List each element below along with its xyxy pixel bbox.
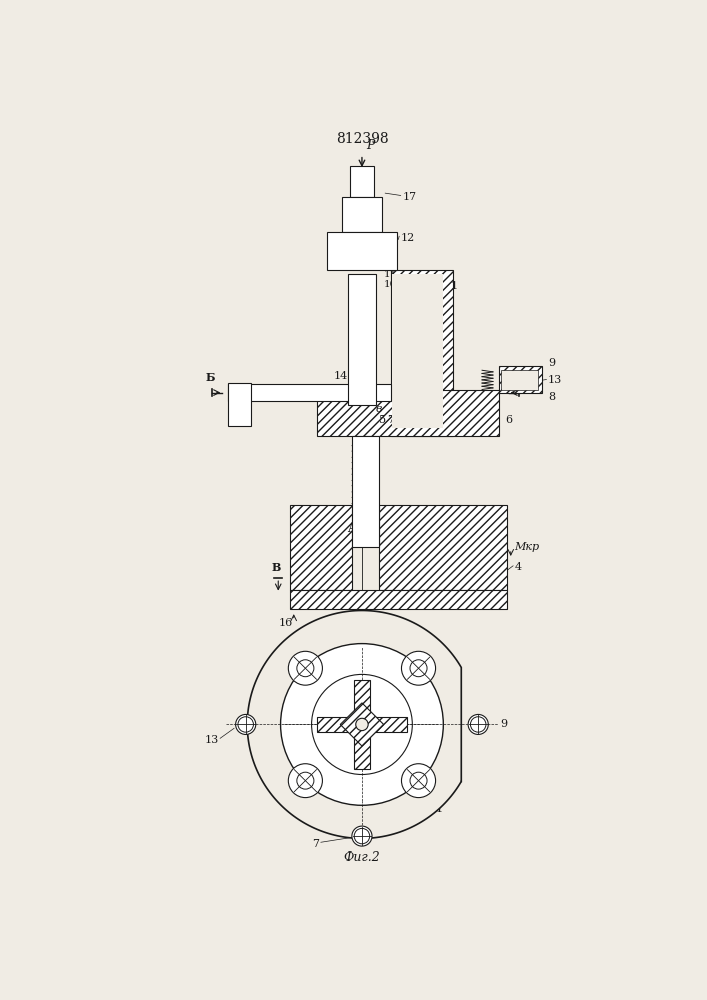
Circle shape [356, 718, 368, 731]
Circle shape [354, 828, 370, 844]
Text: 16: 16 [279, 618, 293, 628]
Text: 9: 9 [500, 719, 507, 729]
Text: Мкр: Мкр [515, 542, 539, 552]
Circle shape [468, 714, 489, 734]
Circle shape [470, 717, 486, 732]
Text: 13: 13 [548, 375, 562, 385]
Bar [290, 505, 352, 590]
Bar [349, 166, 374, 197]
Circle shape [288, 764, 322, 798]
Text: 12: 12 [401, 233, 415, 243]
Text: Фиг.2: Фиг.2 [344, 851, 380, 864]
Bar [499, 366, 542, 393]
Circle shape [297, 660, 314, 677]
Circle shape [297, 772, 314, 789]
Text: P: P [367, 139, 375, 152]
Circle shape [410, 772, 427, 789]
Bar [317, 389, 499, 436]
Bar [228, 384, 391, 401]
Text: 5: 5 [379, 415, 386, 425]
Circle shape [288, 651, 322, 685]
Text: 14: 14 [334, 371, 348, 381]
Text: A - A: A - A [347, 522, 377, 535]
Bar [341, 197, 382, 232]
Text: 1: 1 [436, 804, 443, 814]
Bar [392, 274, 443, 428]
Text: 2: 2 [384, 713, 391, 723]
Bar [352, 436, 379, 547]
Text: 17: 17 [402, 192, 416, 202]
Bar [348, 274, 376, 405]
Text: 7: 7 [387, 415, 394, 425]
Circle shape [238, 717, 253, 732]
Text: 2: 2 [397, 519, 404, 529]
Text: 9: 9 [548, 358, 555, 368]
Text: Б: Б [205, 372, 215, 383]
Bar [317, 717, 407, 732]
Polygon shape [247, 610, 461, 838]
Bar [228, 383, 251, 426]
Bar [501, 370, 538, 389]
Text: 3: 3 [399, 682, 407, 692]
Bar [354, 680, 370, 769]
Text: 8: 8 [548, 392, 555, 402]
Text: 10: 10 [384, 280, 397, 289]
Polygon shape [340, 703, 384, 746]
Text: 6: 6 [506, 415, 513, 425]
Bar [379, 505, 507, 590]
Text: 1: 1 [451, 281, 458, 291]
Circle shape [410, 660, 427, 677]
Bar [327, 232, 397, 270]
Text: 7: 7 [312, 839, 320, 849]
Circle shape [312, 674, 412, 774]
Text: в: в [376, 404, 382, 414]
Text: Фиг.1: Фиг.1 [344, 626, 380, 639]
Circle shape [352, 826, 372, 846]
Bar [290, 590, 507, 609]
Circle shape [402, 651, 436, 685]
Circle shape [235, 714, 256, 734]
Text: 13: 13 [204, 735, 218, 745]
Text: Б: Б [516, 372, 525, 383]
Text: 11: 11 [384, 270, 397, 279]
Text: 4: 4 [515, 562, 522, 572]
Text: 812398: 812398 [336, 132, 388, 146]
Circle shape [402, 764, 436, 798]
Text: 4: 4 [392, 698, 399, 708]
Text: 15: 15 [358, 371, 373, 381]
Text: В: В [271, 562, 281, 573]
Bar [391, 270, 452, 436]
Circle shape [281, 644, 443, 805]
